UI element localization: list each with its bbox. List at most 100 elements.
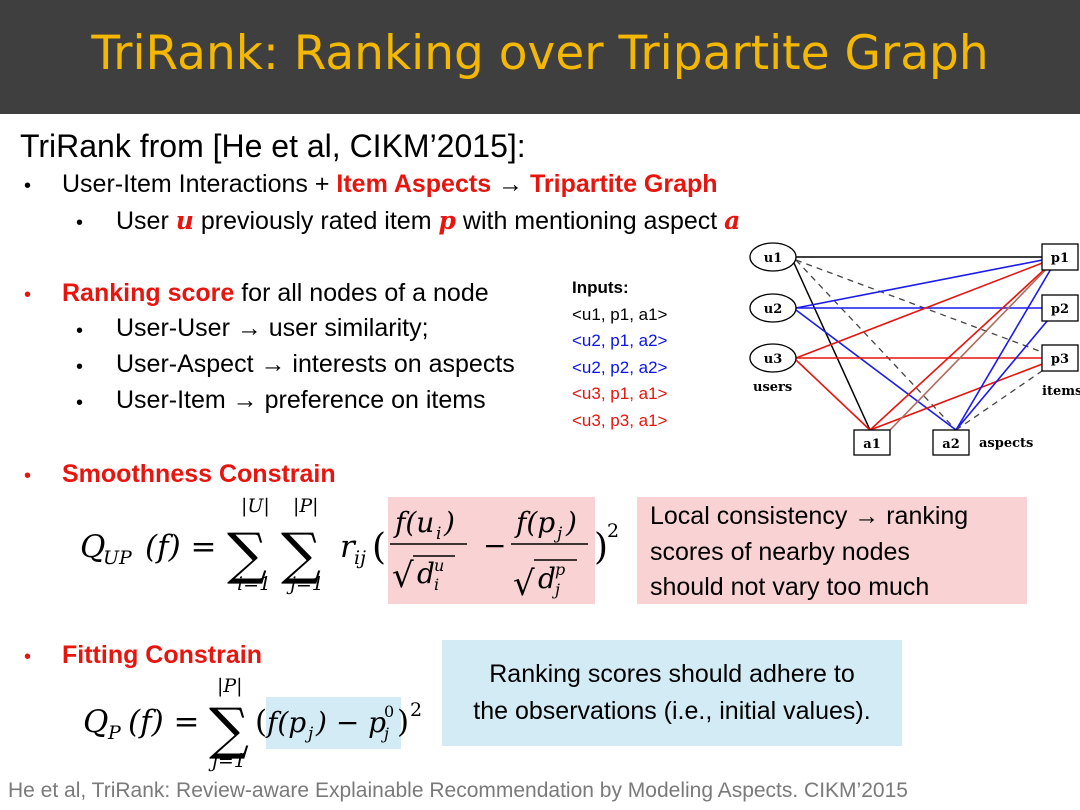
smoothness-constrain-heading: Smoothness Constrain <box>62 460 336 488</box>
bullet-marker: • <box>24 175 32 197</box>
pink-box-line: Local consistency → ranking <box>650 502 969 530</box>
observations-box <box>442 640 902 746</box>
node-label-u1: u1 <box>764 251 783 266</box>
eq-symbol: j <box>552 580 560 599</box>
inputs-title: Inputs: <box>572 278 629 297</box>
local-consistency-box <box>637 497 1027 604</box>
eq-sum-limit: |U| <box>241 495 270 517</box>
blue-box-line: the observations (i.e., initial values). <box>473 697 871 725</box>
sub-bullet-marker: • <box>76 212 84 234</box>
bullet-marker: • <box>24 284 32 306</box>
bullet-item-interactions: User-Item Interactions + Item Aspects → … <box>62 170 718 199</box>
eq-symbol: j <box>304 724 314 744</box>
eq-symbol: j <box>381 724 389 743</box>
eq-symbol: (f) = <box>145 529 217 565</box>
eq-symbol: 0 <box>384 702 394 721</box>
node-u2 <box>749 293 797 323</box>
eq-sum-limit: i=1 <box>237 573 271 595</box>
sub-bullet-user-user: User-User → user similarity; <box>116 314 429 342</box>
edge-a2-p1 <box>955 256 1059 431</box>
fitting-constrain-heading: Fitting Constrain <box>62 641 262 669</box>
input-triple: <u2, p1, a2> <box>572 331 668 350</box>
node-u3 <box>749 343 797 373</box>
node-label-p1: p1 <box>1051 251 1069 266</box>
aspects-label: aspects <box>979 436 1033 451</box>
fitting-equation: Q P (f) = |P| ∑ j=1 ( f(p j ) − p 0 j ) … <box>83 675 422 772</box>
eq-symbol: r <box>340 529 357 565</box>
eq-symbol: ( <box>255 704 267 740</box>
sub-bullet-text: previously rated item <box>193 207 439 235</box>
sub-bullet-text: User <box>116 207 176 235</box>
eq-symbol: ) <box>594 527 608 568</box>
eq-symbol: (f) = <box>128 704 200 740</box>
eq-symbol: ) <box>443 506 455 539</box>
smoothness-equation: Q UP (f) = |U| ∑ i=1 |P| ∑ j=1 r ij ( f(… <box>80 495 619 604</box>
eq-symbol: j <box>553 524 563 544</box>
edge-u1-p3 <box>795 259 1059 359</box>
eq-symbol: d <box>538 562 556 595</box>
tripartite-graph: u1 u2 u3 users p1 p2 p3 items a1 a2 aspe… <box>749 242 1080 456</box>
eq-symbol: p <box>555 560 565 579</box>
eq-symbol: Q <box>83 704 108 740</box>
node-label-u3: u3 <box>764 352 783 367</box>
equation-highlight-blue <box>266 697 401 749</box>
eq-symbol: 2 <box>410 699 422 721</box>
users-label: users <box>753 380 792 395</box>
node-a1 <box>853 429 891 456</box>
title-bar <box>0 0 1080 114</box>
eq-symbol: Q <box>80 529 105 565</box>
node-a2 <box>932 429 970 456</box>
eq-symbol: f(p <box>265 706 306 739</box>
eq-sigma: ∑ <box>209 697 249 762</box>
eq-symbol: P <box>107 722 122 744</box>
sub-bullet-user-aspect: User-Aspect → interests on aspects <box>116 350 515 378</box>
node-label-a1: a1 <box>863 437 880 452</box>
eq-symbol: u <box>434 556 444 575</box>
pink-box-line: should not vary too much <box>650 573 930 601</box>
sub-bullet-user-rated: User u previously rated item p with ment… <box>116 206 740 236</box>
input-triple: <u3, p1, a1> <box>572 384 668 403</box>
bullet-ranking-score: Ranking score for all nodes of a node <box>62 279 489 308</box>
eq-symbol: − <box>483 529 506 562</box>
eq-symbol: 2 <box>607 520 619 542</box>
sub-bullet-user-item: User-Item → preference on items <box>116 386 486 414</box>
eq-symbol: d <box>417 557 435 590</box>
eq-sum-limit: j=1 <box>208 750 246 772</box>
eq-sum-limit: j=1 <box>286 573 324 595</box>
node-label-p2: p2 <box>1051 302 1069 317</box>
eq-sum-limit: |P| <box>217 675 243 697</box>
edge-u2-a2 <box>795 309 957 431</box>
node-u1 <box>749 242 797 272</box>
highlight-ranking-score: Ranking score <box>62 279 235 307</box>
node-p1 <box>1041 243 1079 271</box>
node-label-p3: p3 <box>1051 352 1069 367</box>
edge-a2-p2 <box>955 307 1059 431</box>
eq-radical: √ <box>513 564 535 604</box>
blue-box-line: Ranking scores should adhere to <box>489 660 855 688</box>
math-a: a <box>724 206 741 235</box>
sub-bullet-marker: • <box>76 392 84 414</box>
math-p: p <box>438 206 456 235</box>
eq-symbol: ) <box>565 506 577 539</box>
eq-symbol: f(u <box>393 506 434 539</box>
eq-symbol: f(p <box>514 506 555 539</box>
edge-u3-p1 <box>795 256 1059 359</box>
input-triple: <u2, p2, a2> <box>572 357 668 377</box>
slide-heading: TriRank from [He et al, CIKM’2015]: <box>20 128 526 164</box>
eq-sigma: ∑ <box>227 522 267 587</box>
bullet-marker: • <box>24 646 32 668</box>
eq-symbol: ) − p <box>315 706 386 739</box>
eq-symbol: UP <box>103 547 133 569</box>
node-label-a2: a2 <box>942 437 959 452</box>
eq-symbol: ) <box>397 704 409 740</box>
edge-u1-a1 <box>793 262 871 431</box>
eq-symbol: ij <box>354 547 366 569</box>
sub-bullet-marker: • <box>76 320 84 342</box>
sub-bullet-text: with mentioning aspect <box>455 207 725 235</box>
eq-radical: √ <box>392 556 414 596</box>
pink-box-line: scores of nearby nodes <box>650 538 910 566</box>
edge-u3-a1 <box>795 359 871 431</box>
input-triple: <u3, p3, a1> <box>572 410 668 430</box>
edge-u1-a2 <box>795 259 957 431</box>
bullet-text: User-Item Interactions + <box>62 170 337 198</box>
